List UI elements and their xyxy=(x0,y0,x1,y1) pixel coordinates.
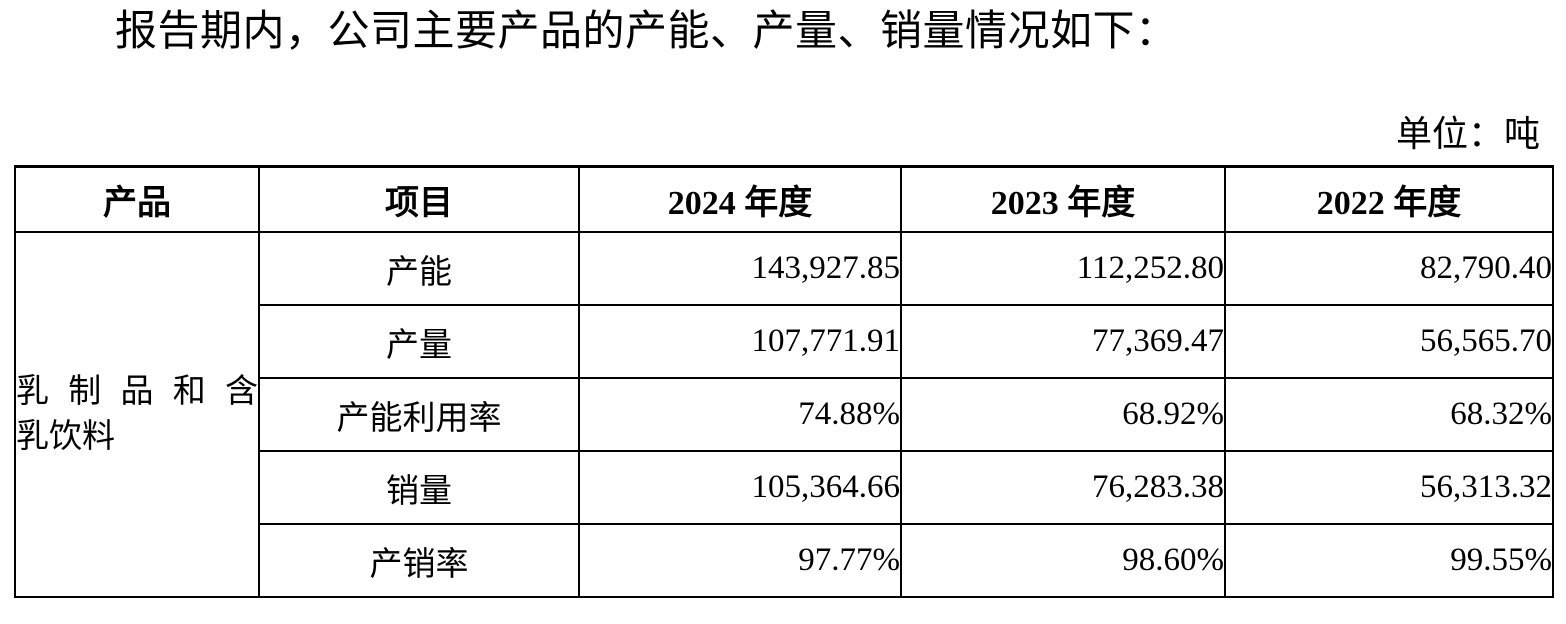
column-header-2022: 2022 年度 xyxy=(1224,165,1554,233)
column-header-item: 项目 xyxy=(258,165,580,233)
cell-2022: 68.32% xyxy=(1224,377,1554,452)
production-capacity-table: 产品 项目 2024 年度 2023 年度 2022 年度 乳制品和含 乳饮料 … xyxy=(14,165,1554,598)
cell-2022: 56,313.32 xyxy=(1224,450,1554,525)
table-row: 产销率 97.77% 98.60% 99.55% xyxy=(15,523,1554,598)
column-header-2024: 2024 年度 xyxy=(578,165,902,233)
column-header-product: 产品 xyxy=(14,165,260,233)
table-row: 销量 105,364.66 76,283.38 56,313.32 xyxy=(15,450,1554,525)
product-name-line-2: 乳饮料 xyxy=(16,418,115,455)
row-item-label: 产销率 xyxy=(258,523,580,598)
unit-label: 单位：吨 xyxy=(1395,114,1540,154)
table-row: 乳制品和含 乳饮料 产能 143,927.85 112,252.80 82,79… xyxy=(14,231,1554,598)
table-row: 产能利用率 74.88% 68.92% 68.32% xyxy=(15,377,1554,452)
row-item-label: 产量 xyxy=(258,304,580,379)
intro-paragraph: 报告期内，公司主要产品的产能、产量、销量情况如下： xyxy=(115,9,1178,55)
table-header-row: 产品 项目 2024 年度 2023 年度 2022 年度 xyxy=(14,165,1554,233)
cell-2023: 68.92% xyxy=(900,377,1226,452)
product-name-cell: 乳制品和含 乳饮料 xyxy=(14,231,260,598)
cell-2023: 112,252.80 xyxy=(900,231,1226,306)
product-name-line-1: 乳制品和含 xyxy=(16,373,258,410)
table-row: 产量 107,771.91 77,369.47 56,565.70 xyxy=(15,304,1554,379)
cell-2023: 98.60% xyxy=(900,523,1226,598)
cell-2024: 105,364.66 xyxy=(578,450,902,525)
cell-2022: 82,790.40 xyxy=(1224,231,1554,306)
row-item-label: 销量 xyxy=(258,450,580,525)
cell-2022: 99.55% xyxy=(1224,523,1554,598)
cell-2024: 97.77% xyxy=(578,523,902,598)
cell-2024: 74.88% xyxy=(578,377,902,452)
column-header-2023: 2023 年度 xyxy=(900,165,1226,233)
row-item-label: 产能 xyxy=(258,231,580,306)
row-item-label: 产能利用率 xyxy=(258,377,580,452)
cell-2024: 107,771.91 xyxy=(578,304,902,379)
cell-2023: 77,369.47 xyxy=(900,304,1226,379)
cell-2022: 56,565.70 xyxy=(1224,304,1554,379)
cell-2023: 76,283.38 xyxy=(900,450,1226,525)
cell-2024: 143,927.85 xyxy=(578,231,902,306)
